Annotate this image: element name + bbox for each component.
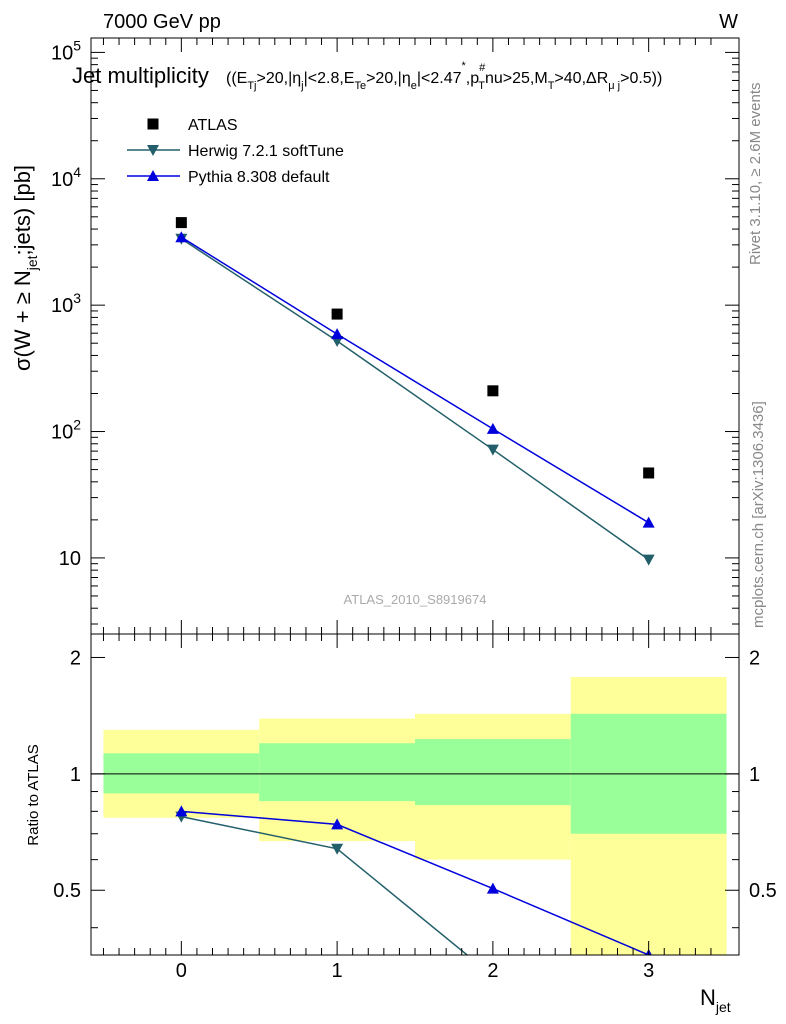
main-series-line-2 — [180, 236, 650, 524]
legend-label-1: Herwig 7.2.1 softTune — [188, 143, 344, 160]
ratio-series-line-0 — [181, 815, 469, 955]
svg-text:σ(W + ≥ Njet;jets) [pb]: σ(W + ≥ Njet;jets) [pb] — [10, 165, 40, 371]
title-main: Jet multiplicity — [72, 63, 209, 88]
ratio-series-line-1 — [181, 810, 649, 955]
main-point-2-3 — [642, 516, 655, 528]
main-series-line-1 — [180, 238, 650, 561]
y-tick-label: 102 — [51, 417, 81, 444]
main-point-0-2 — [487, 385, 499, 397]
x-tick-label: 0 — [176, 960, 187, 982]
legend: ATLAS Herwig 7.2.1 softTune Pythia 8.308 d… — [127, 117, 344, 186]
ratio-panel: 0.5 0.5 1 1 2 2 0 1 2 3 — [53, 633, 777, 982]
y-tick-label: 10 — [59, 548, 81, 570]
ratio-y-tick-label-right: 1 — [749, 764, 760, 786]
y-tick-label: 103 — [51, 290, 81, 317]
svg-text:Njet: Njet — [700, 985, 731, 1015]
ratio-y-tick-label-left: 0.5 — [53, 880, 81, 902]
y-tick-label: 105 — [51, 37, 81, 64]
legend-label-2: Pythia 8.308 default — [188, 169, 330, 186]
ratio-y-tick-label-right: 0.5 — [749, 880, 777, 902]
legend-marker-2 — [147, 170, 159, 181]
ratio-y-tick-label-right: 2 — [749, 647, 760, 669]
x-tick-label: 1 — [332, 960, 343, 982]
legend-label-0: ATLAS — [188, 117, 238, 134]
header-left: 7000 GeV pp — [103, 11, 221, 33]
rivet-label: Rivet 3.1.10, ≥ 2.6M events — [747, 83, 764, 266]
main-point-2-2 — [486, 422, 499, 434]
ratio-point-1-1 — [331, 818, 344, 830]
ratio-point-1-0 — [175, 805, 188, 817]
main-point-2-0 — [175, 231, 188, 243]
x-tick-label: 3 — [643, 960, 654, 982]
main-point-0-3 — [643, 467, 655, 479]
ratio-y-tick-label-left: 1 — [70, 764, 81, 786]
main-point-0-1 — [331, 308, 343, 320]
ratio-band-inner-2 — [415, 739, 571, 806]
watermark: ATLAS_2010_S8919674 — [344, 592, 487, 607]
ratio-band-inner-1 — [259, 743, 415, 802]
ratio-series-group — [175, 805, 652, 955]
main-point-1-3 — [642, 554, 655, 566]
main-point-0-0 — [175, 217, 187, 229]
x-axis-label: Njet — [700, 985, 731, 1015]
legend-marker-0 — [147, 118, 159, 130]
ratio-y-label: Ratio to ATLAS — [25, 744, 42, 845]
ratio-y-tick-label-left: 2 — [70, 647, 81, 669]
ratio-point-0-1 — [331, 843, 344, 855]
legend-marker-1 — [147, 145, 159, 156]
title-cuts: ((ETj>20,|ηj|<2.8,ETe>20,|ηe|<2.47*,p# Tn… — [226, 60, 662, 92]
header-right: W — [719, 11, 738, 33]
mcplots-label: mcplots.cern.ch [arXiv:1306.3436] — [750, 401, 767, 628]
plot-title: Jet multiplicity ((ETj>20,|ηj|<2.8,ETe>2… — [72, 60, 662, 92]
main-y-label: σ(W + ≥ Njet;jets) [pb] — [10, 165, 40, 371]
x-tick-label: 2 — [487, 960, 498, 982]
ratio-point-1-2 — [486, 882, 499, 894]
main-point-2-1 — [331, 328, 344, 340]
main-point-1-2 — [486, 444, 499, 456]
y-tick-label: 104 — [51, 164, 81, 191]
